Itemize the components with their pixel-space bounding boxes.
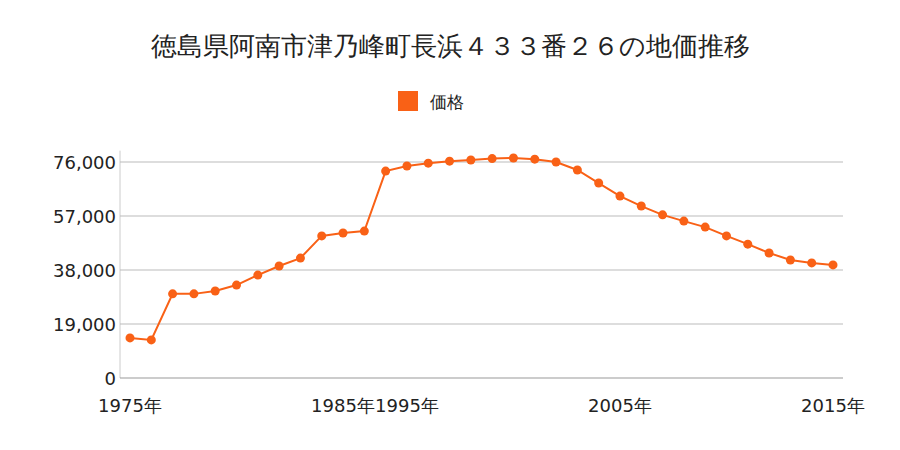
point (466, 156, 475, 165)
x-tick-label: 1985年 (311, 395, 375, 416)
point (339, 229, 348, 238)
point (424, 159, 433, 168)
legend-label: 価格 (430, 92, 464, 112)
y-tick-label: 76,000 (53, 152, 116, 173)
plot-area (126, 154, 838, 345)
point (530, 155, 539, 164)
y-axis-line (120, 151, 121, 378)
point (275, 262, 284, 271)
grid-line (120, 378, 843, 379)
point (488, 154, 497, 163)
point (701, 223, 710, 232)
chart: 徳島県阿南市津乃峰町長浜４３３番２６の地価推移価格 0 19,000 38,000 57… (0, 0, 900, 450)
point (786, 256, 795, 265)
series-line (130, 158, 833, 340)
point (232, 281, 241, 290)
point (807, 258, 816, 267)
point (381, 167, 390, 176)
point (615, 192, 624, 201)
point (445, 157, 454, 166)
x-tick-label: 1975年 (98, 395, 162, 416)
point (296, 254, 305, 263)
point (573, 165, 582, 174)
title: 徳島県阿南市津乃峰町長浜４３３番２６の地価推移 (151, 31, 750, 61)
point (402, 161, 411, 170)
legend-swatch (398, 91, 418, 111)
point (509, 154, 518, 163)
y-tick-label: 19,000 (53, 314, 116, 335)
point (722, 231, 731, 240)
x-tick-label: 2015年 (801, 395, 865, 416)
point (189, 289, 198, 298)
y-tick-label: 57,000 (53, 206, 116, 227)
point (765, 248, 774, 257)
point (126, 333, 135, 342)
y-tick-label: 38,000 (53, 260, 116, 281)
x-tick-label: 2005年 (588, 395, 652, 416)
point (147, 335, 156, 344)
point (743, 240, 752, 249)
point (360, 227, 369, 236)
point (679, 217, 688, 226)
grid-line (120, 324, 843, 325)
point (658, 210, 667, 219)
legend: 価格 (398, 91, 464, 112)
point (211, 287, 220, 296)
point (552, 158, 561, 167)
grid-line (120, 162, 843, 163)
point (594, 179, 603, 188)
point (317, 231, 326, 240)
grid-line (120, 270, 843, 271)
y-tick-label: 0 (105, 368, 116, 389)
point (168, 289, 177, 298)
x-tick-label: 1995年 (375, 395, 439, 416)
point (637, 202, 646, 211)
grid-line (120, 216, 843, 217)
point (829, 260, 838, 269)
point (253, 271, 262, 280)
